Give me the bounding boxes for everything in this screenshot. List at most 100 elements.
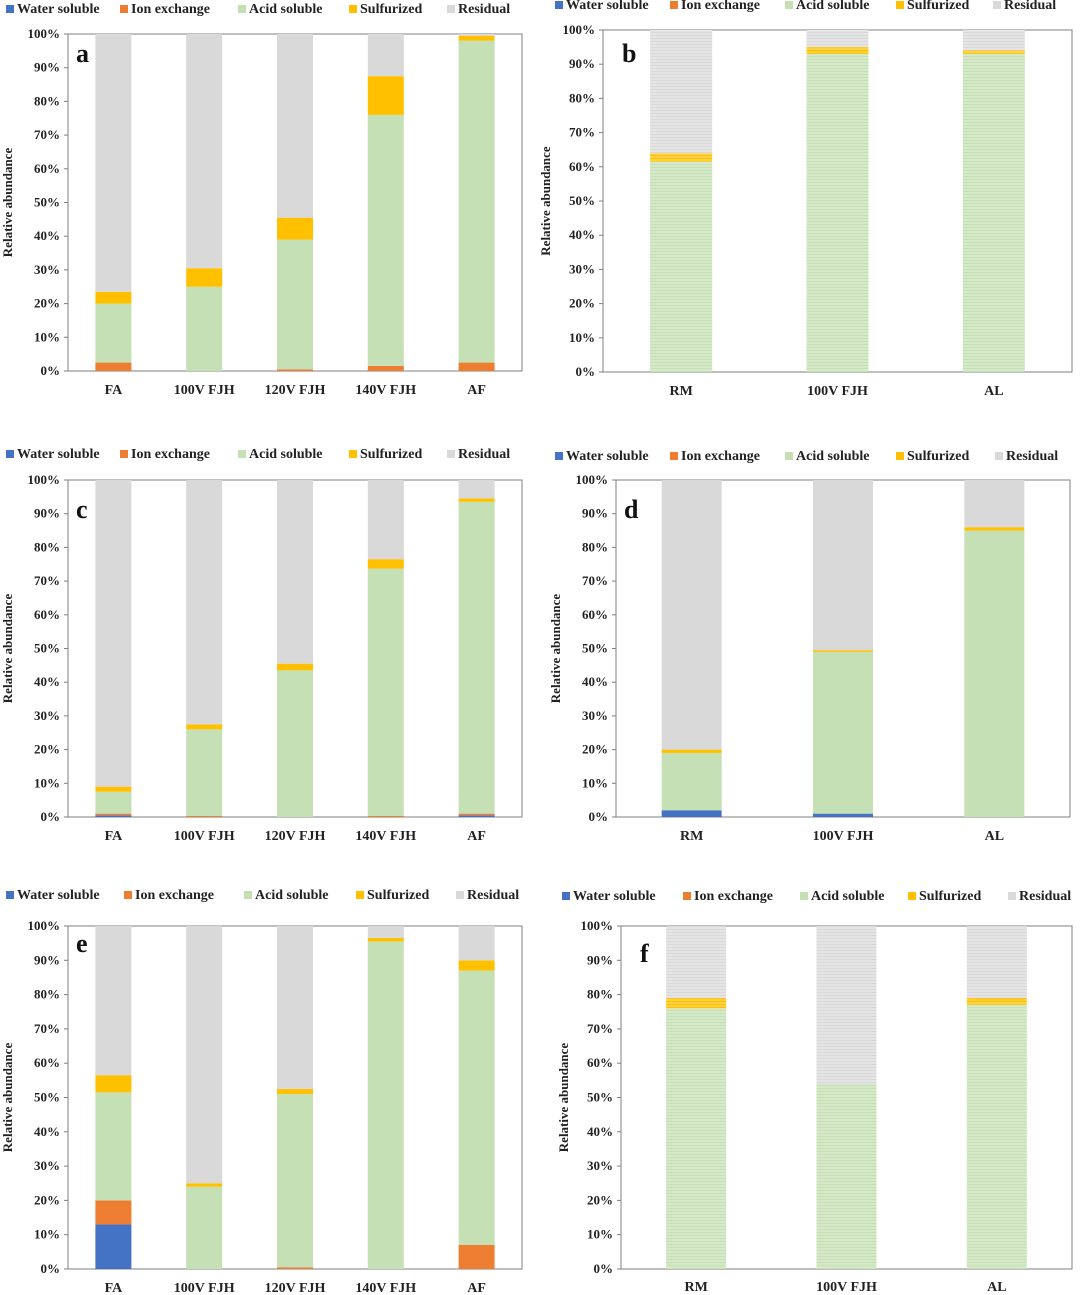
bar-segment-acid-soluble bbox=[367, 568, 404, 816]
bar-segment-water-soluble bbox=[95, 815, 132, 817]
y-tick-label: 0% bbox=[41, 363, 61, 378]
y-tick-label: 20% bbox=[34, 1192, 60, 1207]
legend-swatch-residual bbox=[1008, 892, 1016, 900]
bar-stack-140v-fjh bbox=[367, 480, 404, 817]
y-tick-label: 80% bbox=[34, 539, 60, 554]
y-tick-label: 10% bbox=[587, 1227, 613, 1242]
bar-stack-al bbox=[964, 480, 1025, 817]
bar-segment-acid-soluble bbox=[277, 1094, 313, 1268]
bar-segment-residual bbox=[458, 34, 495, 36]
legend-swatch-water-soluble bbox=[555, 1, 563, 9]
legend-swatch-water-soluble bbox=[562, 892, 570, 900]
bar-segment-acid-soluble bbox=[964, 530, 1025, 817]
bar-stack-100v-fjh bbox=[806, 30, 869, 372]
y-tick-label: 10% bbox=[34, 329, 60, 344]
x-category-label: FA bbox=[105, 383, 124, 398]
y-tick-label: 90% bbox=[569, 56, 595, 71]
panel-letter: f bbox=[640, 939, 649, 968]
chart-panel-d: Water soluble Ion exchange Acid soluble Sul… bbox=[548, 449, 1071, 844]
bar-segment-ion-exchange bbox=[458, 362, 495, 371]
legend-item-sulfurized: Sulfurized bbox=[356, 888, 429, 903]
legend-label: Ion exchange bbox=[131, 447, 210, 462]
bar-segment-residual bbox=[367, 34, 404, 77]
bar-segment-hatch bbox=[962, 53, 1025, 372]
x-category-label: 120V FJH bbox=[265, 1281, 326, 1295]
legend-label: Residual bbox=[1006, 449, 1058, 464]
x-category-label: RM bbox=[670, 384, 693, 399]
x-category-label: AF bbox=[467, 383, 486, 398]
y-tick-label: 80% bbox=[569, 90, 595, 105]
bar-stack-af bbox=[458, 34, 495, 371]
legend-item-ion-exchange: Ion exchange bbox=[124, 888, 214, 903]
bar-segment-acid-soluble bbox=[186, 729, 223, 816]
y-axis-label: Relative abundance bbox=[538, 146, 553, 256]
y-tick-label: 60% bbox=[34, 1055, 60, 1070]
bar-stack-100v-fjh bbox=[813, 480, 873, 817]
y-tick-label: 100% bbox=[563, 22, 596, 37]
x-category-label: 100V FJH bbox=[174, 829, 235, 844]
bar-segment-residual bbox=[95, 480, 132, 787]
y-tick-label: 40% bbox=[34, 1124, 60, 1139]
y-tick-label: 50% bbox=[34, 641, 60, 656]
bar-segment-acid-soluble bbox=[95, 303, 132, 363]
legend-label: Ion exchange bbox=[131, 2, 210, 17]
y-tick-label: 40% bbox=[587, 1124, 613, 1139]
x-category-label: AL bbox=[984, 384, 1003, 399]
y-axis-label: Relative abundance bbox=[0, 148, 15, 258]
bar-segment-hatch bbox=[816, 926, 877, 1084]
legend-item-residual: Residual bbox=[995, 449, 1058, 464]
legend-swatch-acid-soluble bbox=[244, 891, 252, 899]
bar-segment-ion-exchange bbox=[277, 1267, 313, 1269]
bar-segment-hatch bbox=[666, 926, 727, 999]
x-category-label: FA bbox=[105, 1281, 124, 1295]
legend-label: Ion exchange bbox=[681, 449, 760, 464]
legend-item-residual: Residual bbox=[447, 447, 510, 462]
legend-item-water-soluble: Water soluble bbox=[6, 447, 100, 462]
legend-label: Ion exchange bbox=[694, 889, 773, 904]
y-tick-label: 0% bbox=[41, 1261, 61, 1276]
legend-swatch-residual bbox=[995, 452, 1003, 460]
y-tick-label: 80% bbox=[582, 539, 608, 554]
bar-stack-af bbox=[458, 480, 495, 817]
legend-item-acid-soluble: Acid soluble bbox=[238, 447, 323, 462]
bar-stack-rm bbox=[650, 30, 713, 372]
legend-swatch-acid-soluble bbox=[238, 5, 246, 13]
legend-label: Ion exchange bbox=[681, 0, 760, 13]
bar-segment-acid-soluble bbox=[661, 752, 722, 811]
y-tick-label: 0% bbox=[576, 364, 596, 379]
y-tick-label: 100% bbox=[28, 26, 61, 41]
x-category-label: RM bbox=[685, 1280, 708, 1295]
bar-segment-sulfurized bbox=[367, 559, 404, 569]
bar-stack-af bbox=[458, 926, 495, 1269]
bar-stack-120v-fjh bbox=[277, 480, 313, 817]
y-tick-label: 90% bbox=[34, 952, 60, 967]
bar-segment-residual bbox=[277, 34, 313, 218]
legend-swatch-sulfurized bbox=[349, 450, 357, 458]
legend-label: Residual bbox=[458, 2, 510, 17]
y-tick-label: 100% bbox=[581, 918, 614, 933]
legend-label: Acid soluble bbox=[255, 888, 329, 903]
legend-label: Water soluble bbox=[17, 888, 100, 903]
bar-segment-sulfurized bbox=[95, 786, 132, 792]
bar-stack-100v-fjh bbox=[186, 480, 223, 817]
legend-item-ion-exchange: Ion exchange bbox=[670, 449, 760, 464]
y-tick-label: 10% bbox=[34, 775, 60, 790]
bar-segment-sulfurized bbox=[458, 35, 495, 41]
bar-segment-residual bbox=[367, 480, 404, 560]
y-tick-label: 40% bbox=[34, 228, 60, 243]
y-tick-label: 20% bbox=[569, 296, 595, 311]
bar-segment-residual bbox=[186, 34, 223, 269]
legend-swatch-ion-exchange bbox=[670, 452, 678, 460]
legend-swatch-acid-soluble bbox=[785, 1, 793, 9]
legend-swatch-acid-soluble bbox=[800, 892, 808, 900]
x-category-label: 140V FJH bbox=[355, 1281, 416, 1295]
y-tick-label: 90% bbox=[587, 952, 613, 967]
panel-letter: d bbox=[624, 495, 639, 524]
bar-segment-residual bbox=[277, 480, 313, 664]
y-tick-label: 0% bbox=[589, 809, 609, 824]
legend-label: Sulfurized bbox=[907, 449, 969, 464]
bar-stack-fa bbox=[95, 34, 132, 371]
y-tick-label: 70% bbox=[582, 573, 608, 588]
bar-segment-sulfurized bbox=[458, 960, 495, 971]
y-tick-label: 90% bbox=[34, 60, 60, 75]
